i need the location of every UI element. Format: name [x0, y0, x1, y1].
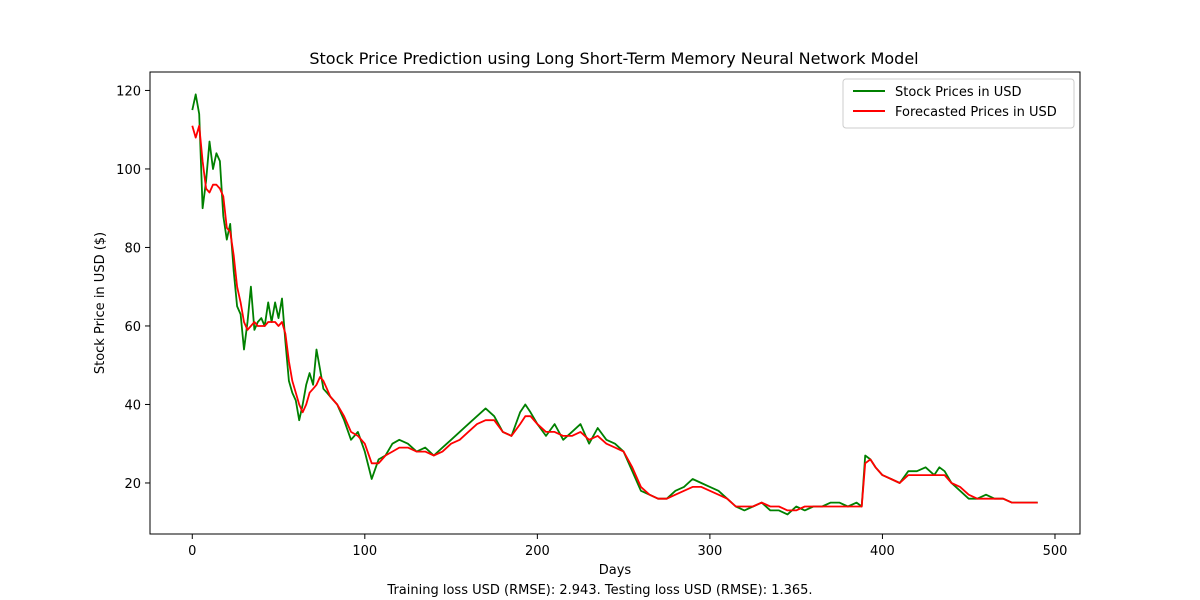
series-line-stock-prices — [191, 93, 1038, 516]
legend-box — [842, 78, 1075, 129]
chart-title: Stock Price Prediction using Long Short-… — [309, 49, 918, 68]
legend-label-stock-prices: Stock Prices in USD — [895, 85, 1022, 100]
y-tick-label: 120 — [116, 84, 141, 99]
legend-label-forecasted-prices: Forecasted Prices in USD — [895, 105, 1057, 120]
y-tick-label: 60 — [124, 320, 141, 335]
plot-area-frame — [149, 71, 1081, 535]
series-layer — [191, 93, 1038, 516]
y-axis-label: Stock Price in USD ($) — [93, 232, 108, 374]
y-tick-label: 80 — [124, 241, 141, 256]
x-tick-label: 200 — [525, 544, 550, 559]
x-tick-label: 400 — [870, 544, 895, 559]
x-tick-label: 500 — [1043, 544, 1068, 559]
legend: Stock Prices in USD Forecasted Prices in… — [842, 78, 1075, 129]
series-line-forecasted-prices — [191, 124, 1038, 512]
y-tick-label: 20 — [124, 477, 141, 492]
y-axis: 20 40 60 80 100 120 — [116, 84, 150, 492]
x-tick-label: 0 — [188, 544, 196, 559]
x-axis: 0 100 200 300 400 500 — [188, 534, 1067, 559]
rmse-caption: Training loss USD (RMSE): 2.943. Testing… — [386, 583, 812, 598]
y-tick-label: 100 — [116, 163, 141, 178]
x-axis-label: Days — [599, 563, 632, 578]
x-tick-label: 100 — [352, 544, 377, 559]
x-tick-label: 300 — [697, 544, 722, 559]
y-tick-label: 40 — [124, 398, 141, 413]
